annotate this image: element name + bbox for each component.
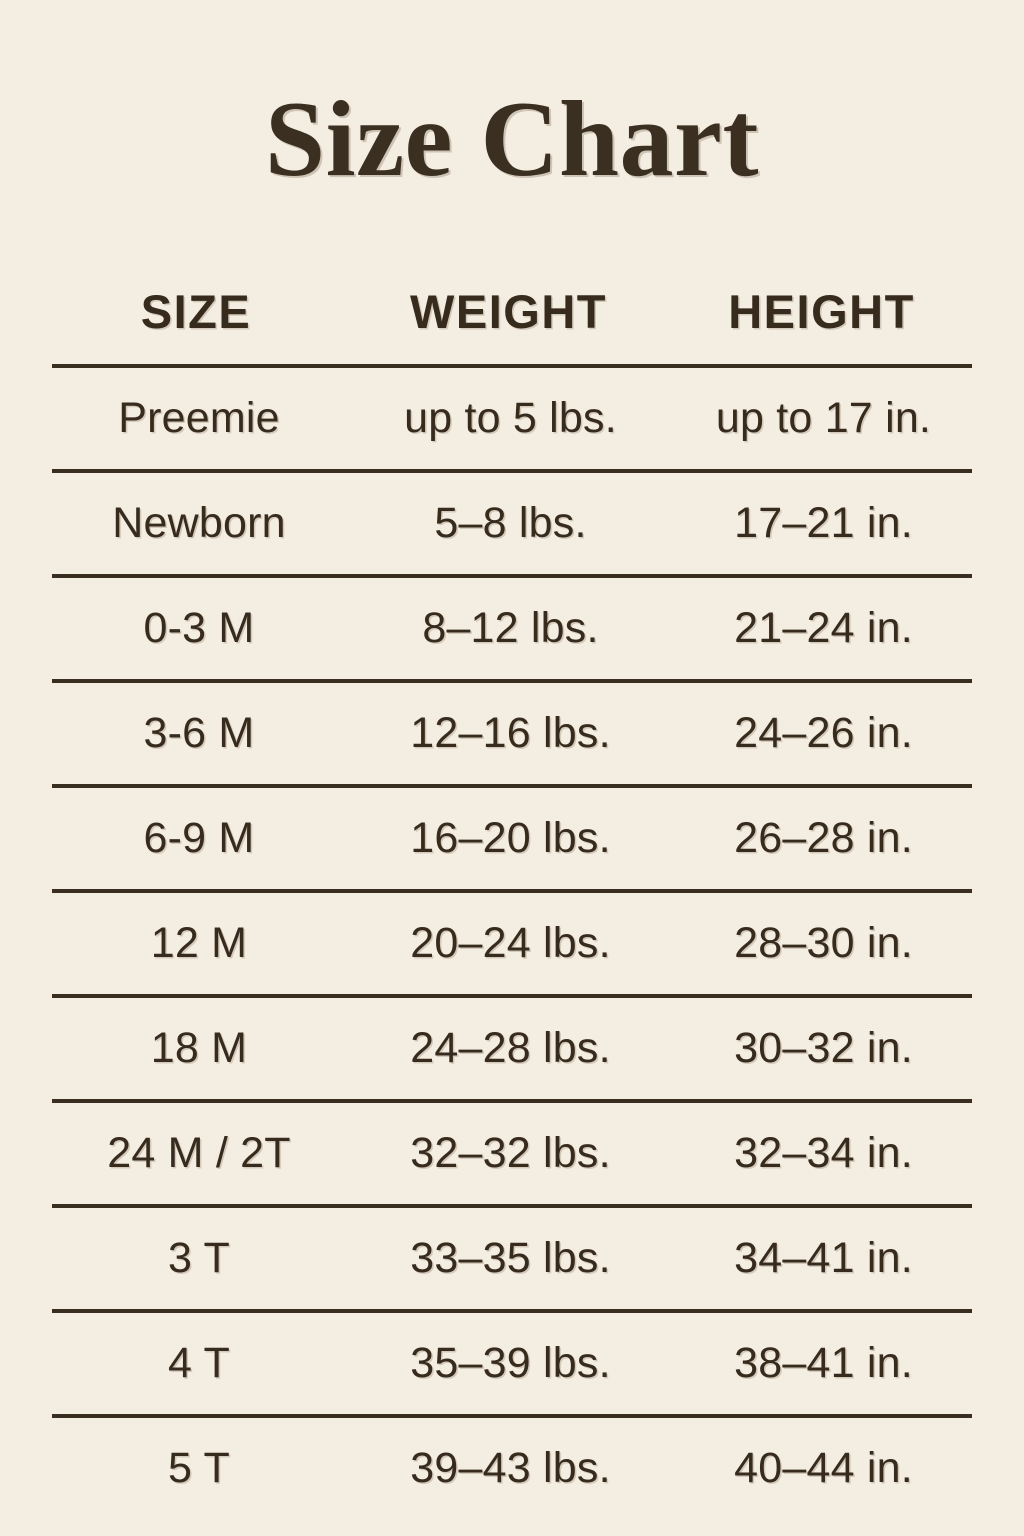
cell-size: 3-6 M [143,709,255,757]
table-row: 12 M 20–24 lbs. 28–30 in. [52,893,972,998]
cell-height: 28–30 in. [734,919,913,967]
cell-height: up to 17 in. [715,394,932,442]
page-title: Size Chart [265,80,759,199]
cell-weight: 20–24 lbs. [410,919,611,967]
cell-height: 17–21 in. [734,499,913,547]
table-row: 3-6 M 12–16 lbs. 24–26 in. [52,683,972,788]
cell-height: 38–41 in. [734,1339,913,1387]
cell-weight: 33–35 lbs. [410,1234,611,1282]
column-header-height: HEIGHT [728,285,915,338]
cell-weight: 5–8 lbs. [434,499,587,547]
table-row: 0-3 M 8–12 lbs. 21–24 in. [52,578,972,683]
cell-weight: 8–12 lbs. [422,604,599,652]
table-row: 5 T 39–43 lbs. 40–44 in. [52,1418,972,1519]
cell-size: 5 T [168,1444,230,1492]
cell-height: 24–26 in. [734,709,913,757]
cell-weight: 35–39 lbs. [410,1339,611,1387]
cell-size: 6-9 M [143,814,255,862]
table-row: 18 M 24–28 lbs. 30–32 in. [52,998,972,1103]
cell-size: 12 M [150,919,248,967]
cell-height: 21–24 in. [734,604,913,652]
cell-height: 34–41 in. [734,1234,913,1282]
cell-size: 4 T [168,1339,230,1387]
cell-height: 32–34 in. [734,1129,913,1177]
cell-weight: 32–32 lbs. [410,1129,611,1177]
cell-weight: 39–43 lbs. [410,1444,611,1492]
cell-height: 40–44 in. [734,1444,913,1492]
table-row: 4 T 35–39 lbs. 38–41 in. [52,1313,972,1418]
table-row: 3 T 33–35 lbs. 34–41 in. [52,1208,972,1313]
cell-height: 30–32 in. [734,1024,913,1072]
cell-weight: 24–28 lbs. [410,1024,611,1072]
cell-weight: up to 5 lbs. [404,394,617,442]
cell-size: Preemie [118,394,280,442]
table-row: Preemie up to 5 lbs. up to 17 in. [52,368,972,473]
column-header-size: SIZE [140,285,252,338]
table-header-row: SIZE WEIGHT HEIGHT [52,272,972,364]
cell-size: 24 M / 2T [107,1129,291,1177]
cell-size: 0-3 M [143,604,255,652]
table-row: Newborn 5–8 lbs. 17–21 in. [52,473,972,578]
cell-size: 18 M [150,1024,248,1072]
cell-size: Newborn [112,499,286,547]
table-row: 6-9 M 16–20 lbs. 26–28 in. [52,788,972,893]
table-row: 24 M / 2T 32–32 lbs. 32–34 in. [52,1103,972,1208]
table-body: Preemie up to 5 lbs. up to 17 in. Newbor… [52,364,972,1519]
cell-size: 3 T [168,1234,230,1282]
cell-weight: 16–20 lbs. [410,814,611,862]
size-chart-table: SIZE WEIGHT HEIGHT Preemie up to 5 lbs. … [52,272,972,1519]
cell-weight: 12–16 lbs. [410,709,611,757]
column-header-weight: WEIGHT [410,285,607,338]
cell-height: 26–28 in. [734,814,913,862]
